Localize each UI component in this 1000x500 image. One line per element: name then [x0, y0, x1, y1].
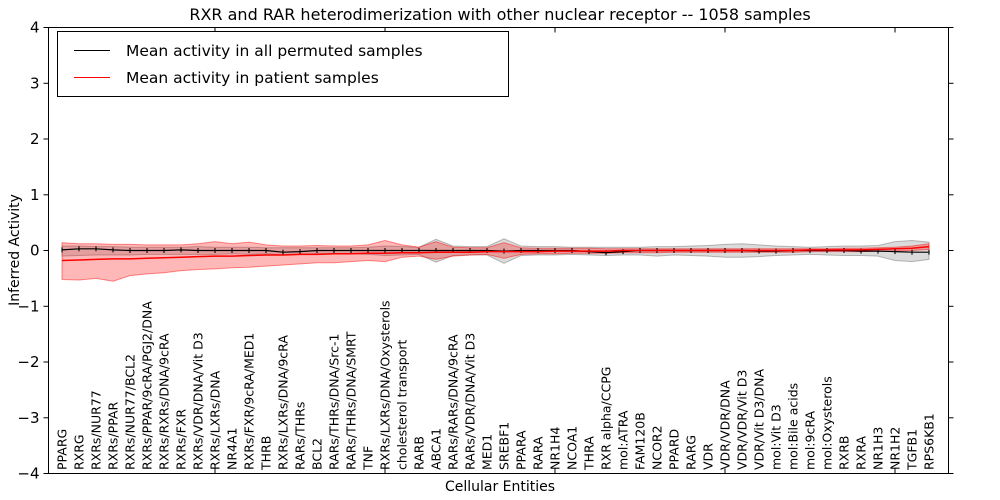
legend-label-permuted: Mean activity in all permuted samples: [126, 41, 423, 60]
x-tick-label: VDR: [701, 443, 716, 470]
x-tick-label: VDR/VDR/DNA: [718, 380, 733, 470]
x-tick-label: PPARD: [667, 429, 682, 470]
legend: Mean activity in all permuted samples Me…: [57, 31, 509, 97]
x-tick-label: FAM120B: [633, 412, 648, 470]
x-tick-label: VDR/Vit D3/DNA: [752, 369, 767, 470]
x-tick-label: BCL2: [310, 438, 325, 470]
x-tick-label: RXRs/FXR/9cRA/MED1: [242, 333, 257, 470]
x-tick-label: RXRG: [72, 434, 87, 470]
x-tick-label: RARG: [684, 435, 699, 470]
x-tick-label: RXRs/LXRs/DNA: [208, 370, 223, 470]
x-tick-label: RXRB: [837, 435, 852, 470]
y-tick-label: −3: [17, 409, 39, 427]
x-tick-label: NR1H2: [888, 427, 903, 470]
x-tick-label: RARs/THRs: [293, 402, 308, 470]
x-tick-label: NR1H3: [871, 427, 886, 470]
y-tick-label: 0: [30, 242, 40, 260]
legend-item-permuted: Mean activity in all permuted samples: [74, 42, 508, 60]
x-tick-label: RPS6KB1: [922, 413, 937, 470]
x-tick-label: RXRs/NUR77/BCL2: [123, 354, 138, 470]
y-tick-label: 4: [30, 19, 40, 37]
x-tick-label: RXRA: [854, 436, 869, 470]
x-tick-label: TNF: [361, 446, 376, 471]
x-tick-label: RXRs/RXRs/DNA/9cRA: [157, 333, 172, 470]
legend-item-patient: Mean activity in patient samples: [74, 69, 508, 87]
y-tick-label: −2: [17, 353, 39, 371]
x-tick-label: RARs/VDR/DNA/Vit D3: [463, 333, 478, 470]
x-tick-label: SREBF1: [497, 422, 512, 470]
x-tick-label: RXRs/LXRs/DNA/Oxysterols: [378, 300, 393, 470]
x-tick-label: RXRs/VDR/DNA/Vit D3: [191, 332, 206, 470]
x-tick-label: RARs/RARs/DNA/9cRA: [446, 334, 461, 470]
y-axis-label: Inferred Activity: [7, 194, 23, 306]
x-tick-label: RXRs/NUR77: [89, 390, 104, 470]
x-tick-label: RXRs/FXR: [174, 409, 189, 470]
x-tick-label: THRB: [259, 436, 274, 471]
x-tick-label: mol:Bile acids: [786, 383, 801, 470]
x-tick-label: PPARA: [514, 430, 529, 470]
x-tick-label: mol:Oxysterols: [820, 376, 835, 470]
x-tick-label: cholesterol transport: [395, 339, 410, 470]
x-tick-label: VDR/VDR/Vit D3: [735, 370, 750, 470]
y-tick-label: 2: [30, 130, 40, 148]
chart-title: RXR and RAR heterodimerization with othe…: [189, 5, 811, 24]
x-tick-label: MED1: [480, 434, 495, 470]
x-tick-label: RXRs/PPAR: [106, 402, 121, 470]
patient-line-swatch: [74, 77, 110, 78]
x-tick-label: PPARG: [55, 429, 70, 470]
x-tick-label: RARs/THRs/DNA/Src-1: [327, 334, 342, 470]
x-tick-label: RARs/THRs/DNA/SMRT: [344, 331, 359, 470]
x-tick-label: RXR alpha/CCPG: [599, 367, 614, 470]
x-tick-label: TGFB1: [905, 429, 920, 471]
x-tick-label: RARB: [412, 436, 427, 470]
x-tick-label: NR4A1: [225, 428, 240, 471]
y-tick-label: 1: [30, 186, 40, 204]
x-tick-label: ABCA1: [429, 428, 444, 470]
x-axis-label: Cellular Entities: [444, 479, 556, 495]
y-tick-label: −1: [17, 297, 39, 315]
x-tick-label: mol:Vit D3: [769, 404, 784, 470]
patient-line: [61, 245, 930, 262]
legend-label-patient: Mean activity in patient samples: [126, 68, 379, 87]
x-tick-label: mol:9cRA: [803, 410, 818, 470]
x-tick-label: NCOA1: [565, 426, 580, 470]
x-tick-label: mol:ATRA: [616, 410, 631, 470]
permuted-line-swatch: [74, 50, 110, 51]
x-tick-label: RXRs/LXRs/DNA/9cRA: [276, 335, 291, 470]
x-tick-label: NCOR2: [650, 425, 665, 470]
y-tick-label: −4: [17, 465, 39, 483]
x-tick-label: RARA: [531, 436, 546, 470]
x-tick-label: NR1H4: [548, 427, 563, 470]
x-tick-label: RXRs/PPAR/9cRA/PGJ2/DNA: [140, 301, 155, 470]
x-tick-label: THRA: [582, 436, 597, 471]
y-tick-label: 3: [30, 74, 40, 92]
